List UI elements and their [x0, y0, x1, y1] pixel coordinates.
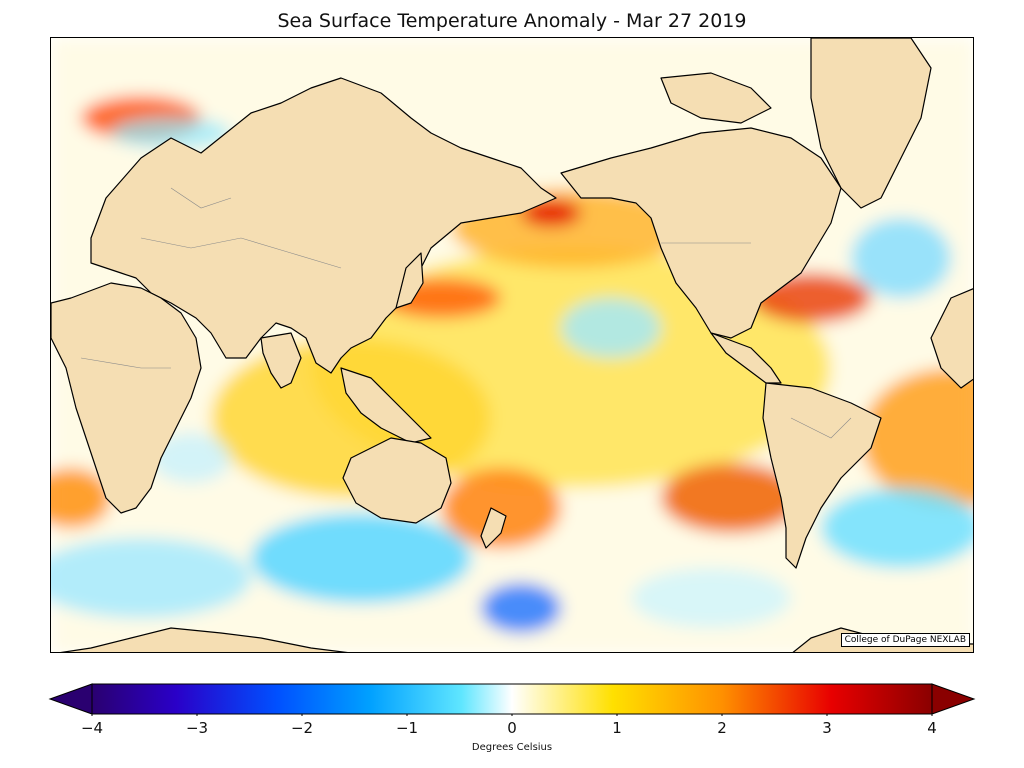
- sst-anomaly-map: College of DuPage NEXLAB: [50, 37, 974, 653]
- landmass-australia: [342, 437, 452, 524]
- colorbar-tick-label: 2: [717, 719, 727, 737]
- landmass-north-america: [560, 127, 842, 339]
- colorbar-low-extend: [48, 683, 93, 715]
- landmass-central-america: [710, 332, 782, 384]
- landmass-africa: [51, 282, 202, 514]
- colorbar-tick-label: 3: [822, 719, 832, 737]
- credit-label: College of DuPage NEXLAB: [840, 633, 970, 647]
- colorbar-ticks: [91, 714, 933, 716]
- colorbar-tick-label: −2: [290, 719, 314, 737]
- colorbar-tick-label: 1: [612, 719, 622, 737]
- colorbar-tick-label: −4: [80, 719, 104, 737]
- landmass-europe-east-edge: [930, 288, 973, 389]
- colorbar-body: [91, 683, 933, 715]
- map-canvas: [51, 38, 973, 652]
- landmass-antarctica: [60, 627, 348, 652]
- map-title: Sea Surface Temperature Anomaly - Mar 27…: [277, 10, 747, 32]
- land-masses: [51, 38, 973, 652]
- landmass-japan: [395, 252, 424, 309]
- landmass-arctic-islands: [660, 72, 772, 124]
- colorbar-tick-label: −3: [185, 719, 209, 737]
- colorbar-high-extend: [931, 683, 976, 715]
- country-borders: [80, 187, 852, 439]
- colorbar-tick-label: 0: [507, 719, 517, 737]
- colorbar-tick-label: −1: [395, 719, 419, 737]
- landmass-se-asia: [340, 367, 432, 444]
- landmass-greenland: [810, 38, 932, 209]
- colorbar: [48, 683, 976, 716]
- landmass-new-zealand: [480, 507, 507, 549]
- colorbar-label: Degrees Celsius: [471, 742, 553, 753]
- landmass-india: [260, 332, 302, 389]
- colorbar-tick-label: 4: [927, 719, 937, 737]
- landmass-south-america: [762, 382, 882, 569]
